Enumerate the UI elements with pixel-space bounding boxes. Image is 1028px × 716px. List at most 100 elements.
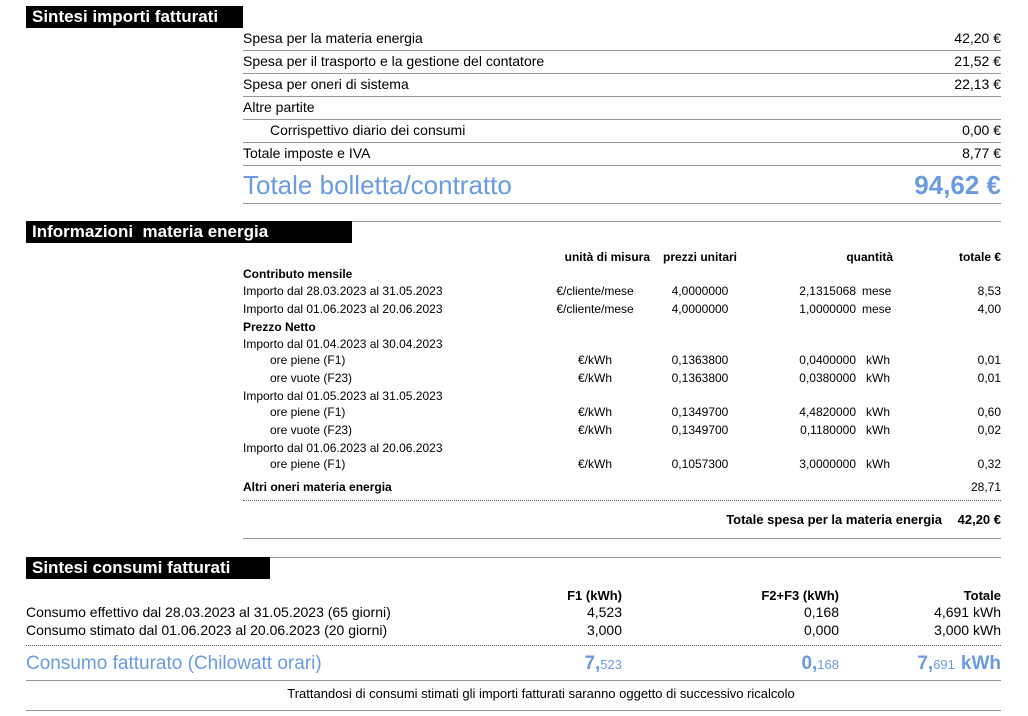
column-header: F1 (kWh) — [567, 587, 622, 603]
quantity: 4,4820000 — [799, 405, 856, 420]
row-value: 42,20 € — [954, 30, 1001, 47]
quantity-unit: kWh — [866, 423, 890, 438]
column-header: totale € — [958, 250, 1001, 265]
row-total: 28,71 — [970, 480, 1001, 495]
quantity: 0,1180000 — [800, 423, 856, 438]
unit-price: 0,1349700 — [671, 405, 729, 420]
number-part: kWh — [960, 653, 1001, 674]
unit-price: 4,0000000 — [671, 284, 729, 299]
row-label: Importo dal 01.06.2023 al 20.06.2023 — [243, 302, 443, 317]
row-label: ore piene (F1) — [270, 457, 346, 472]
quantity-unit: mese — [862, 284, 892, 299]
f1-value: 3,000 — [586, 622, 622, 639]
quantity: 3,0000000 — [799, 457, 856, 472]
row-label: ore piene (F1) — [270, 353, 346, 368]
row-label: Spesa per il trasporto e la gestione del… — [243, 53, 545, 70]
quantity: 0,0380000 — [799, 371, 856, 386]
quantity-unit: mese — [862, 302, 892, 317]
row-label: ore vuote (F23) — [270, 371, 353, 386]
row-label: ore piene (F1) — [270, 405, 346, 420]
f23-total: 0,168 — [801, 654, 839, 673]
row-label: Importo dal 28.03.2023 al 31.05.2023 — [243, 284, 443, 299]
row-label: Altri oneri materia energia — [243, 480, 392, 495]
number-part: 0, — [801, 653, 818, 674]
unit-price: 0,1057300 — [671, 457, 729, 472]
row-value: 8,77 € — [962, 145, 1001, 162]
row-total: 0,60 — [977, 405, 1001, 420]
quantity-unit: kWh — [866, 457, 890, 472]
rule — [243, 142, 1001, 143]
number-part: 7, — [917, 653, 934, 674]
row-label: Consumo effettivo dal 28.03.2023 al 31.0… — [26, 604, 391, 621]
quantity: 2,1315068 — [799, 284, 856, 299]
number-part: 7, — [584, 653, 601, 674]
rule — [243, 500, 1001, 501]
unit: €/cliente/mese — [556, 284, 634, 299]
column-header: prezzi unitari — [662, 250, 738, 265]
total-label: Totale spesa per la materia energia — [726, 511, 942, 527]
total-value: 4,691 kWh — [934, 604, 1001, 621]
section-title: Informazioni materia energia — [26, 221, 352, 243]
rule — [243, 73, 1001, 74]
row-label: Corrispettivo diario dei consumi — [270, 122, 466, 139]
row-label: Spesa per oneri di sistema — [243, 76, 409, 93]
period-label: Importo dal 01.05.2023 al 31.05.2023 — [243, 389, 443, 404]
total-value: 3,000 kWh — [934, 622, 1001, 639]
unit: €/kWh — [577, 371, 613, 386]
rule — [243, 50, 1001, 51]
unit: €/kWh — [577, 405, 613, 420]
quantity: 0,0400000 — [799, 353, 856, 368]
number-part: 168 — [817, 657, 839, 672]
total-label: Totale bolletta/contratto — [243, 169, 512, 200]
quantity-unit: kWh — [866, 353, 890, 368]
row-total: 4,00 — [977, 302, 1001, 317]
quantity: 1,0000000 — [799, 302, 856, 317]
grand-total: 7,691 kWh — [917, 654, 1001, 673]
unit: €/kWh — [577, 423, 613, 438]
unit: €/cliente/mese — [556, 302, 634, 317]
row-value: 22,13 € — [954, 76, 1001, 93]
unit: €/kWh — [577, 457, 613, 472]
quantity-unit: kWh — [866, 371, 890, 386]
unit-price: 0,1349700 — [671, 423, 729, 438]
row-total: 0,01 — [977, 371, 1001, 386]
group-title: Prezzo Netto — [243, 320, 316, 335]
f1-total: 7,523 — [584, 654, 622, 673]
section-title: Sintesi consumi fatturati — [26, 557, 270, 579]
row-total: 0,01 — [977, 353, 1001, 368]
column-header: quantità — [846, 250, 893, 265]
f23-value: 0,000 — [803, 622, 839, 639]
rule — [243, 538, 1001, 539]
row-label: Spesa per la materia energia — [243, 30, 423, 47]
group-title: Contributo mensile — [243, 267, 353, 282]
f1-value: 4,523 — [586, 604, 622, 621]
period-label: Importo dal 01.06.2023 al 20.06.2023 — [243, 441, 443, 456]
total-label: Consumo fatturato (Chilowatt orari) — [26, 652, 322, 674]
rule — [352, 221, 1001, 222]
row-label: Consumo stimato dal 01.06.2023 al 20.06.… — [26, 622, 388, 639]
note: Trattandosi di consumi stimati gli impor… — [287, 685, 795, 701]
unit-price: 4,0000000 — [671, 302, 729, 317]
rule — [26, 645, 1001, 646]
row-label: Altre partite — [243, 99, 315, 116]
column-header: Totale — [963, 587, 1001, 603]
unit: €/kWh — [577, 353, 613, 368]
unit-price: 0,1363800 — [671, 371, 729, 386]
row-value: 21,52 € — [954, 53, 1001, 70]
rule — [26, 680, 1001, 681]
row-total: 0,32 — [977, 457, 1001, 472]
number-part: 523 — [600, 657, 622, 672]
rule — [243, 165, 1001, 166]
row-label: Totale imposte e IVA — [243, 145, 371, 162]
column-header: F2+F3 (kWh) — [761, 587, 839, 603]
section-title: Sintesi importi fatturati — [26, 6, 243, 28]
row-total: 0,02 — [977, 423, 1001, 438]
total-value: 42,20 € — [957, 511, 1001, 527]
unit-price: 0,1363800 — [671, 353, 729, 368]
rule — [243, 96, 1001, 97]
rule — [26, 710, 1001, 711]
row-value: 0,00 € — [962, 122, 1001, 139]
rule — [243, 119, 1001, 120]
row-total: 8,53 — [977, 284, 1001, 299]
